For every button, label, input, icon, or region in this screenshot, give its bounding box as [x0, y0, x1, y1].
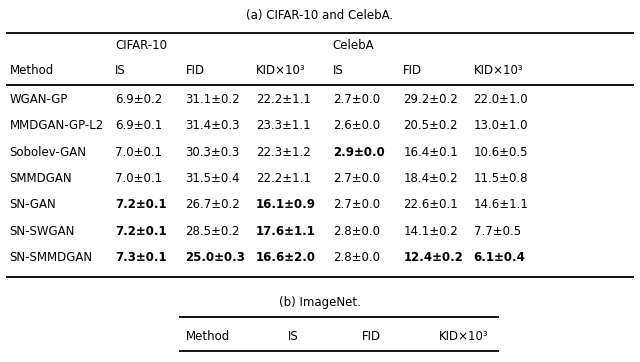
Text: (a) CIFAR-10 and CelebA.: (a) CIFAR-10 and CelebA. — [246, 9, 394, 22]
Text: 22.6±0.1: 22.6±0.1 — [403, 198, 458, 211]
Text: 30.3±0.3: 30.3±0.3 — [186, 146, 240, 159]
Text: KID×10³: KID×10³ — [438, 330, 488, 343]
Text: KID×10³: KID×10³ — [256, 64, 306, 77]
Text: 28.5±0.2: 28.5±0.2 — [186, 225, 240, 238]
Text: 7.2±0.1: 7.2±0.1 — [115, 198, 167, 211]
Text: 22.0±1.0: 22.0±1.0 — [474, 93, 528, 106]
Text: FID: FID — [186, 64, 205, 77]
Text: 12.4±0.2: 12.4±0.2 — [403, 251, 463, 264]
Text: 7.7±0.5: 7.7±0.5 — [474, 225, 521, 238]
Text: 2.9±0.0: 2.9±0.0 — [333, 146, 385, 159]
Text: 22.2±1.1: 22.2±1.1 — [256, 93, 311, 106]
Text: 29.2±0.2: 29.2±0.2 — [403, 93, 458, 106]
Text: 7.0±0.1: 7.0±0.1 — [115, 172, 163, 185]
Text: IS: IS — [115, 64, 126, 77]
Text: 2.7±0.0: 2.7±0.0 — [333, 198, 380, 211]
Text: 7.3±0.1: 7.3±0.1 — [115, 251, 167, 264]
Text: 10.6±0.5: 10.6±0.5 — [474, 146, 528, 159]
Text: 2.8±0.0: 2.8±0.0 — [333, 225, 380, 238]
Text: SN-SMMDGAN: SN-SMMDGAN — [10, 251, 93, 264]
Text: Method: Method — [186, 330, 230, 343]
Text: MMDGAN-GP-L2: MMDGAN-GP-L2 — [10, 119, 104, 132]
Text: 2.7±0.0: 2.7±0.0 — [333, 172, 380, 185]
Text: IS: IS — [333, 64, 344, 77]
Text: 20.5±0.2: 20.5±0.2 — [403, 119, 458, 132]
Text: 2.8±0.0: 2.8±0.0 — [333, 251, 380, 264]
Text: FID: FID — [362, 330, 381, 343]
Text: 22.3±1.2: 22.3±1.2 — [256, 146, 311, 159]
Text: 31.4±0.3: 31.4±0.3 — [186, 119, 240, 132]
Text: 6.9±0.1: 6.9±0.1 — [115, 119, 163, 132]
Text: 31.1±0.2: 31.1±0.2 — [186, 93, 240, 106]
Text: 16.6±2.0: 16.6±2.0 — [256, 251, 316, 264]
Text: 7.2±0.1: 7.2±0.1 — [115, 225, 167, 238]
Text: 11.5±0.8: 11.5±0.8 — [474, 172, 528, 185]
Text: 17.6±1.1: 17.6±1.1 — [256, 225, 316, 238]
Text: 2.7±0.0: 2.7±0.0 — [333, 93, 380, 106]
Text: WGAN-GP: WGAN-GP — [10, 93, 68, 106]
Text: 7.0±0.1: 7.0±0.1 — [115, 146, 163, 159]
Text: 16.1±0.9: 16.1±0.9 — [256, 198, 316, 211]
Text: CIFAR-10: CIFAR-10 — [115, 39, 167, 52]
Text: Sobolev-GAN: Sobolev-GAN — [10, 146, 86, 159]
Text: SN-SWGAN: SN-SWGAN — [10, 225, 75, 238]
Text: Method: Method — [10, 64, 54, 77]
Text: 16.4±0.1: 16.4±0.1 — [403, 146, 458, 159]
Text: IS: IS — [288, 330, 299, 343]
Text: 25.0±0.3: 25.0±0.3 — [186, 251, 246, 264]
Text: (b) ImageNet.: (b) ImageNet. — [279, 296, 361, 308]
Text: SMMDGAN: SMMDGAN — [10, 172, 72, 185]
Text: 6.1±0.4: 6.1±0.4 — [474, 251, 525, 264]
Text: 14.1±0.2: 14.1±0.2 — [403, 225, 458, 238]
Text: CelebA: CelebA — [333, 39, 374, 52]
Text: 2.6±0.0: 2.6±0.0 — [333, 119, 380, 132]
Text: 31.5±0.4: 31.5±0.4 — [186, 172, 240, 185]
Text: SN-GAN: SN-GAN — [10, 198, 56, 211]
Text: 14.6±1.1: 14.6±1.1 — [474, 198, 529, 211]
Text: 22.2±1.1: 22.2±1.1 — [256, 172, 311, 185]
Text: 6.9±0.2: 6.9±0.2 — [115, 93, 163, 106]
Text: 23.3±1.1: 23.3±1.1 — [256, 119, 310, 132]
Text: 13.0±1.0: 13.0±1.0 — [474, 119, 528, 132]
Text: FID: FID — [403, 64, 422, 77]
Text: 26.7±0.2: 26.7±0.2 — [186, 198, 241, 211]
Text: KID×10³: KID×10³ — [474, 64, 524, 77]
Text: 18.4±0.2: 18.4±0.2 — [403, 172, 458, 185]
